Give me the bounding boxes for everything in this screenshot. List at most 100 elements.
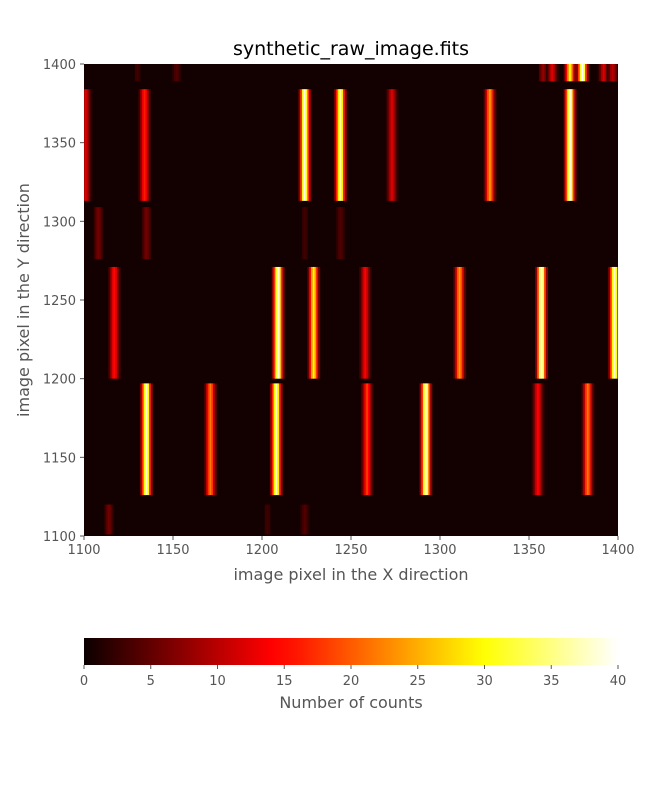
emission-line	[314, 266, 317, 379]
y-tick-label: 1250	[43, 294, 76, 309]
emission-line	[542, 64, 545, 82]
emission-line	[553, 64, 556, 82]
emission-line	[581, 64, 584, 82]
emission-line	[392, 89, 395, 201]
emission-line	[540, 266, 543, 379]
emission-line	[141, 383, 144, 496]
emission-line	[366, 266, 369, 379]
emission-line	[302, 207, 305, 260]
emission-line	[538, 266, 541, 379]
emission-line	[344, 89, 347, 201]
emission-line	[138, 89, 141, 201]
emission-line	[307, 89, 310, 201]
x-tick-label: 1200	[245, 543, 278, 558]
emission-line	[602, 64, 605, 82]
emission-line	[542, 266, 545, 379]
emission-line	[360, 383, 363, 496]
emission-line	[462, 266, 465, 379]
colorbar-tick-label: 5	[147, 674, 155, 689]
emission-line	[371, 383, 374, 496]
emission-line	[563, 89, 566, 201]
emission-line	[143, 89, 146, 201]
emission-line	[341, 89, 344, 201]
emission-line	[533, 383, 536, 496]
emission-line	[141, 207, 144, 260]
emission-line	[270, 383, 273, 496]
emission-line	[585, 383, 588, 496]
emission-line	[109, 266, 112, 379]
emission-line	[369, 266, 372, 379]
emission-line	[303, 504, 306, 535]
emission-line	[617, 64, 618, 82]
emission-line	[147, 89, 150, 201]
emission-line	[148, 383, 152, 496]
y-axis-ticks: 1100 1150 1200 1250 1300 1350 1400	[43, 58, 84, 545]
emission-line	[369, 383, 372, 496]
emission-line	[307, 504, 310, 535]
y-tick-label: 1400	[43, 58, 76, 73]
emission-line	[140, 89, 143, 201]
emission-line	[172, 64, 175, 82]
emission-line	[456, 266, 459, 379]
emission-line	[547, 64, 550, 82]
emission-line	[140, 383, 143, 496]
y-tick-label: 1100	[43, 530, 76, 545]
y-axis-label: image pixel in the Y direction	[14, 183, 33, 417]
x-tick-label: 1250	[334, 543, 367, 558]
x-tick-label: 1400	[601, 543, 634, 558]
emission-line	[367, 266, 370, 379]
emission-line	[567, 89, 570, 201]
emission-line	[275, 266, 278, 379]
emission-line	[115, 266, 118, 379]
emission-line	[606, 64, 609, 82]
emission-line	[148, 207, 152, 260]
emission-line	[366, 383, 369, 496]
emission-line	[268, 504, 271, 535]
emission-line	[576, 64, 579, 82]
emission-line	[277, 266, 280, 379]
emission-line	[312, 266, 315, 379]
emission-line	[111, 504, 114, 535]
emission-line	[280, 266, 283, 379]
emission-line	[579, 64, 582, 82]
emission-line	[104, 504, 107, 535]
emission-line	[570, 89, 573, 201]
emission-line	[599, 64, 602, 82]
emission-line	[419, 383, 422, 496]
emission-line	[488, 89, 492, 201]
emission-line	[537, 266, 540, 379]
emission-line	[549, 64, 552, 82]
emission-line	[364, 383, 367, 496]
emission-line	[391, 89, 394, 201]
emission-line	[305, 89, 308, 201]
emission-line	[177, 64, 180, 82]
emission-line	[574, 64, 577, 82]
emission-line	[300, 504, 303, 535]
emission-line	[111, 266, 114, 379]
x-tick-label: 1150	[156, 543, 189, 558]
emission-line	[337, 89, 340, 201]
emission-line	[100, 207, 103, 260]
emission-line	[266, 504, 269, 535]
emission-line	[335, 89, 338, 201]
emission-line	[303, 207, 306, 260]
emission-line	[572, 64, 575, 82]
emission-line	[108, 504, 111, 535]
emission-line	[572, 89, 575, 201]
emission-line	[464, 266, 467, 379]
emission-line	[134, 64, 137, 82]
emission-line	[540, 383, 543, 496]
emission-line	[318, 266, 321, 379]
emission-line	[207, 383, 210, 496]
emission-line	[581, 383, 584, 496]
emission-line	[428, 383, 431, 496]
image-background	[84, 64, 618, 536]
emission-line	[554, 64, 557, 82]
emission-line	[537, 383, 540, 496]
emission-line	[205, 383, 209, 496]
emission-line	[609, 266, 613, 379]
emission-line	[341, 207, 344, 260]
emission-line	[147, 383, 150, 496]
emission-line	[535, 383, 538, 496]
emission-line	[611, 266, 614, 379]
